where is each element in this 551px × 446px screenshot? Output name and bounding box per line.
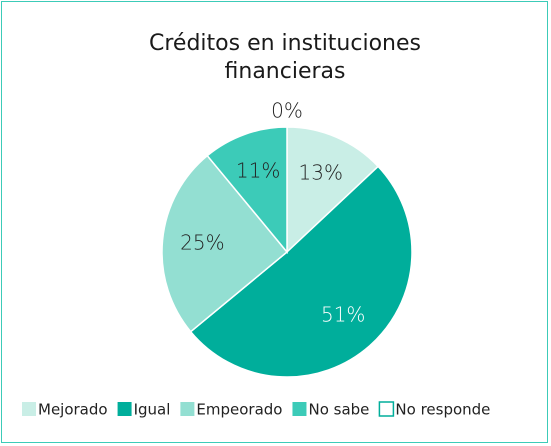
legend-swatch [180, 402, 195, 416]
value-label: 25% [180, 231, 224, 255]
legend-label: No sabe [308, 401, 369, 419]
legend-swatch [22, 402, 36, 416]
chart-title: Créditos en instituciones financieras [149, 31, 421, 84]
pie-slice [161, 154, 289, 333]
legend-swatch [378, 401, 395, 417]
legend-swatch [292, 402, 307, 416]
legend-label: No responde [395, 401, 490, 419]
value-label: 51% [321, 302, 365, 326]
legend-swatch [117, 402, 132, 416]
legend-label: Empeorado [196, 401, 282, 419]
value-label: 11% [236, 159, 280, 183]
pie-slice [206, 126, 288, 255]
legend-label: Igual [134, 401, 171, 419]
pie-slice [189, 165, 413, 378]
value-label: 0% [271, 99, 303, 123]
legend-label: Mejorado [38, 401, 108, 419]
pie-slice [286, 126, 380, 254]
value-label: 13% [299, 160, 343, 184]
